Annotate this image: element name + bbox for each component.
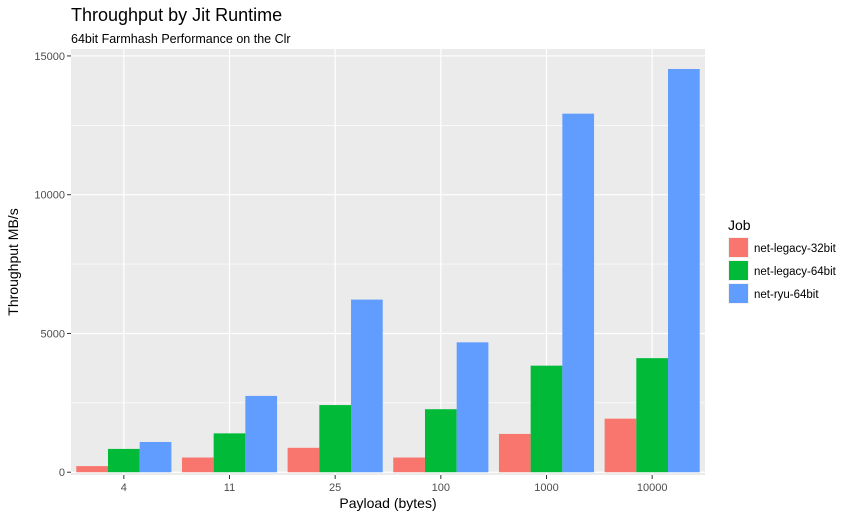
x-axis: 4 11 25 100 1000 10000 xyxy=(121,475,668,494)
y-tick-label: 10000 xyxy=(34,190,65,202)
x-tick-label: 1000 xyxy=(534,482,558,494)
bar-net-legacy-32bit-4 xyxy=(76,466,108,473)
bars xyxy=(76,68,700,473)
y-tick-label: 5000 xyxy=(41,328,65,340)
chart-title: Throughput by Jit Runtime xyxy=(71,5,282,25)
bar-net-legacy-32bit-11 xyxy=(181,457,214,473)
bar-net-legacy-32bit-25 xyxy=(287,447,320,473)
legend-label-net-legacy-32bit: net-legacy-32bit xyxy=(754,243,837,255)
chart-subtitle: 64bit Farmhash Performance on the Clr xyxy=(71,32,291,46)
minor-gridlines xyxy=(71,125,705,404)
bar-net-ryu-64bit-1000 xyxy=(562,113,595,473)
legend-title: Job xyxy=(728,217,751,233)
legend-swatch-net-legacy-32bit xyxy=(729,238,748,257)
bar-net-legacy-32bit-10000 xyxy=(604,418,637,473)
legend-label-net-ryu-64bit: net-ryu-64bit xyxy=(754,289,819,301)
legend: Job net-legacy-32bit net-legacy-64bit net-… xyxy=(728,217,837,304)
x-axis-title: Payload (bytes) xyxy=(339,495,436,511)
x-tick-label: 11 xyxy=(224,482,235,494)
y-tick-label: 15000 xyxy=(34,51,65,63)
plot-panel xyxy=(71,49,705,475)
y-tick-label: 0 xyxy=(59,467,65,479)
y-axis: 0 5000 10000 15000 xyxy=(34,51,71,479)
bar-net-ryu-64bit-4 xyxy=(139,441,172,473)
bar-net-ryu-64bit-10000 xyxy=(668,68,700,473)
bar-net-legacy-32bit-1000 xyxy=(498,433,531,473)
bar-net-legacy-64bit-11 xyxy=(213,433,246,473)
bar-net-legacy-64bit-4 xyxy=(107,448,140,473)
legend-swatch-net-legacy-64bit xyxy=(729,261,748,280)
legend-swatch-net-ryu-64bit xyxy=(729,284,748,303)
bar-net-legacy-32bit-100 xyxy=(393,457,425,473)
x-tick-label: 25 xyxy=(329,482,341,494)
bar-net-ryu-64bit-11 xyxy=(245,395,278,473)
bar-net-ryu-64bit-25 xyxy=(351,299,383,473)
x-tick-label: 10000 xyxy=(637,482,668,494)
x-tick-label: 100 xyxy=(432,482,450,494)
legend-label-net-legacy-64bit: net-legacy-64bit xyxy=(754,266,837,278)
bar-net-legacy-64bit-100 xyxy=(424,409,457,473)
bar-net-legacy-64bit-1000 xyxy=(530,365,563,473)
bar-net-legacy-64bit-10000 xyxy=(636,358,669,473)
bar-net-legacy-64bit-25 xyxy=(319,405,352,473)
bar-net-ryu-64bit-100 xyxy=(456,342,489,473)
x-tick-label: 4 xyxy=(121,482,127,494)
y-axis-title: Throughput MB/s xyxy=(5,208,21,315)
